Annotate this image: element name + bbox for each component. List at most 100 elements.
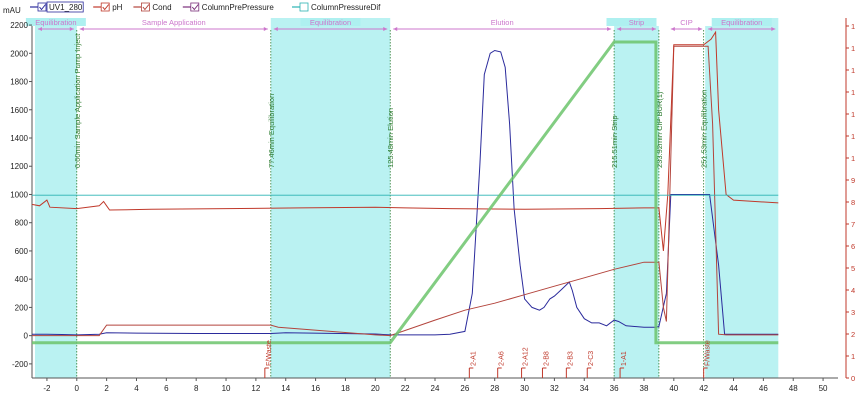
y-tick-label-8: 1400 [10,134,28,143]
phase-labels: Equilibration Sample Application Equilibra… [25,18,776,31]
event-label-1: 77.46min Equilibration [267,94,276,168]
event-label-0: 0.00min Sample Application Pump Inject [73,33,82,168]
y-tick-label-3: 400 [15,275,29,284]
x-tick-label-7: 12 [251,384,260,393]
right-tick-label-8: 8 [851,198,855,207]
x-tick-label-6: 10 [222,384,231,393]
event-label-3: 215.51min Strip [610,115,619,168]
phase-band-equilibration-6 [705,18,779,378]
fraction-label-1: 2-A1 [470,351,477,366]
phase-label-elution-3: Elution [491,18,514,27]
phase-label-bg-0 [25,18,86,26]
x-tick-label-4: 6 [164,384,169,393]
y-tick-label-12: 2200 [10,21,28,30]
y-tick-label-1: 0 [24,332,29,341]
right-tick-label-15: 1 [851,352,855,361]
event-label-5: 251.53min Equilibration [700,90,709,168]
fraction-markers: F/Waste 2-A1 2-A6 2-A12 2-B8 2-B3 2-C3 1-A1 F/Wa… [264,340,712,378]
y-tick-label-7: 1200 [10,162,28,171]
fraction-label-8: F/Waste [705,340,712,366]
right-tick-label-13: 3 [851,308,855,317]
right-tick-label-3: 1 [851,88,855,97]
right-tick-label-0: 1 [851,22,855,31]
fraction-label-4: 2-B8 [543,351,550,366]
right-tick-label-14: 2 [851,330,855,339]
right-tick-label-12: 4 [851,286,855,295]
phase-label-bg-6 [711,18,772,26]
x-tick-label-14: 26 [460,384,469,393]
event-label-4: 233.92min CIP BUR(1) [655,91,664,168]
x-tick-label-1: 0 [75,384,80,393]
event-markers: 0.00min Sample Application Pump Inject 77… [73,30,709,378]
x-tick-label-22: 42 [699,384,708,393]
y-tick-label-11: 2000 [10,49,28,58]
phase-label-equilibration-0: Equilibration [35,18,76,27]
x-tick-label-19: 36 [610,384,619,393]
fraction-label-5: 2-B3 [567,351,574,366]
phase-band-equilibration-2 [270,18,391,378]
phase-label-sample-application-1: Sample Application [142,18,206,27]
x-tick-label-20: 38 [640,384,649,393]
x-tick-label-18: 34 [580,384,589,393]
x-tick-label-26: 50 [819,384,828,393]
x-tick-label-12: 22 [401,384,410,393]
x-tick-label-21: 40 [669,384,678,393]
fraction-label-6: 2-C3 [588,351,595,366]
legend-label-uv1-280: UV1_280 [49,3,83,12]
legend-check-columnprepressure [191,4,199,11]
series-line-uv1-280 [32,49,779,336]
x-tick-label-24: 46 [759,384,768,393]
right-tick-label-4: 1 [851,110,855,119]
x-tick-label-5: 8 [194,384,199,393]
fraction-label-7: 1-A1 [621,351,628,366]
x-tick-label-2: 2 [104,384,109,393]
phase-arrowhead-4 [617,27,656,31]
phase-band-equilibration-0 [34,18,77,378]
series-line-gradient [32,40,779,345]
legend-svg: UV1_280 pH Cond ColumnPrePressure ColumnPres… [30,1,381,13]
phase-bands [34,18,779,378]
event-label-2: 125.48min Elution [386,108,395,168]
x-tick-label-8: 14 [281,384,290,393]
fraction-label-0: F/Waste [266,340,273,366]
right-tick-label-2: 1 [851,66,855,75]
series-line-ph [31,30,779,251]
x-tick-label-23: 44 [729,384,738,393]
chart-legend: UV1_280 pH Cond ColumnPrePressure ColumnPres… [0,0,859,14]
x-tick-label-10: 18 [341,384,350,393]
legend-label-ph: pH [112,3,122,12]
y-axis: mAU -200 0 200 400 600 800 1000 1200 1400 1600 1800… [3,6,32,369]
x-axis: -2 0 2 4 6 8 10 12 14 16 18 20 22 24 26 28 30 32 34 36 38 40 4… [43,378,828,393]
y-tick-label-9: 1600 [10,106,28,115]
y-tick-label-10: 1800 [10,78,28,87]
phase-label-bg-1 [143,18,204,26]
phase-label-bg-3 [472,18,533,26]
legend-selected-uv1-280 [46,1,84,13]
legend-checkbox-uv1-280 [37,2,47,12]
x-tick-label-17: 32 [550,384,559,393]
x-tick-label-0: -2 [43,384,51,393]
x-tick-label-15: 28 [490,384,499,393]
series-lines [31,30,779,345]
fraction-label-3: 2-A12 [523,347,530,366]
phase-label-bg-4 [606,18,667,26]
legend-checkbox-ph [100,2,110,12]
right-axis: 1 1 1 1 1 1 1 9 8 7 6 5 4 3 2 1 0 [845,18,855,383]
x-tick-label-25: 48 [789,384,798,393]
legend-check-uv1-280 [39,4,46,11]
phase-label-bg-2 [300,18,361,26]
right-tick-label-6: 1 [851,154,855,163]
series-line-cond [32,45,779,337]
right-tick-label-10: 6 [851,242,855,251]
right-tick-label-7: 9 [851,176,855,185]
phase-label-bg-5 [656,18,717,26]
x-tick-label-9: 16 [311,384,320,393]
legend-check-ph [102,4,110,11]
phase-band-strip-4 [614,18,659,378]
legend-checkbox-columnpressuredif [299,2,309,12]
y-tick-label-2: 200 [15,303,29,312]
phase-label-equilibration-6: Equilibration [721,18,762,27]
right-tick-label-1: 1 [851,44,855,53]
fraction-label-2: 2-A6 [499,351,506,366]
